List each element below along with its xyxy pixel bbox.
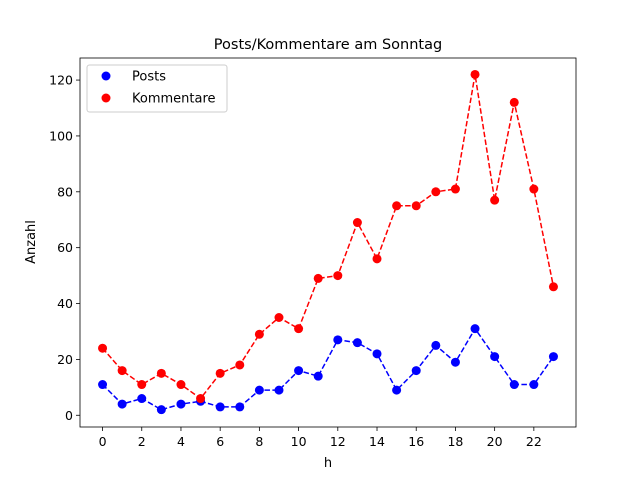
data-point-kommentare [215,368,225,378]
y-tick-label: 20 [57,352,73,367]
x-tick-label: 16 [408,434,424,449]
data-point-posts [509,380,519,390]
data-point-kommentare [235,360,245,370]
data-point-kommentare [274,313,284,323]
series-layer [98,69,558,415]
data-point-kommentare [156,368,166,378]
legend-label-posts: Posts [132,70,166,85]
y-tick-label: 0 [65,408,73,423]
data-point-posts [529,380,539,390]
data-point-posts [98,380,108,390]
data-point-kommentare [548,282,558,292]
x-tick-label: 18 [447,434,463,449]
x-tick-label: 12 [330,434,346,449]
data-point-posts [333,335,343,345]
y-tick-label: 120 [49,73,73,88]
data-point-kommentare [333,271,343,281]
y-tick-label: 80 [57,184,73,199]
data-point-kommentare [470,69,480,79]
data-point-kommentare [431,187,441,197]
data-point-kommentare [372,254,382,264]
data-point-posts [372,349,382,359]
x-tick-label: 2 [138,434,146,449]
x-tick-label: 6 [216,434,224,449]
data-point-kommentare [294,324,304,334]
chart-title: Posts/Kommentare am Sonntag [214,37,442,53]
data-point-posts [450,357,460,367]
x-tick-label: 22 [526,434,542,449]
legend: Posts Kommentare [86,64,228,113]
data-point-posts [470,324,480,334]
plot-frame [79,57,577,428]
data-point-kommentare [411,201,421,211]
plot-area [80,58,576,427]
data-point-posts [235,402,245,412]
data-point-kommentare [176,380,186,390]
data-point-posts [294,366,304,376]
data-point-kommentare [98,343,108,353]
data-point-posts [411,366,421,376]
data-point-posts [352,338,362,348]
data-point-posts [392,385,402,395]
data-point-posts [548,352,558,362]
x-tick-label: 10 [291,434,307,449]
data-point-posts [490,352,500,362]
legend-marker-posts [101,71,111,81]
data-point-kommentare [490,195,500,205]
data-point-kommentare [254,329,264,339]
y-tick-label: 40 [57,296,73,311]
data-point-posts [274,385,284,395]
x-axis: 0 2 4 6 8 10 12 14 16 18 20 22 [99,427,542,449]
legend-label-kommentare: Kommentare [132,92,216,107]
data-point-kommentare [509,97,519,107]
x-tick-label: 0 [99,434,107,449]
data-point-posts [313,371,323,381]
legend-marker-kommentare [101,93,111,103]
data-point-posts [156,405,166,415]
x-tick-label: 14 [369,434,385,449]
data-point-kommentare [529,184,539,194]
y-axis: 0 20 40 60 80 100 120 [49,73,80,423]
x-tick-label: 4 [177,434,185,449]
x-tick-label: 8 [255,434,263,449]
data-point-posts [254,385,264,395]
y-tick-label: 100 [49,128,73,143]
data-point-kommentare [196,394,206,404]
legend-box [86,64,228,113]
data-point-posts [117,399,127,409]
data-point-posts [137,394,147,404]
y-axis-label: Anzahl [24,220,39,264]
data-point-kommentare [137,380,147,390]
y-tick-label: 60 [57,240,73,255]
data-point-posts [431,340,441,350]
data-point-kommentare [117,366,127,376]
data-point-kommentare [392,201,402,211]
data-point-posts [176,399,186,409]
data-point-kommentare [352,218,362,228]
data-point-kommentare [313,273,323,283]
data-point-posts [215,402,225,412]
data-point-kommentare [450,184,460,194]
x-tick-label: 20 [487,434,503,449]
x-axis-label: h [324,456,332,471]
